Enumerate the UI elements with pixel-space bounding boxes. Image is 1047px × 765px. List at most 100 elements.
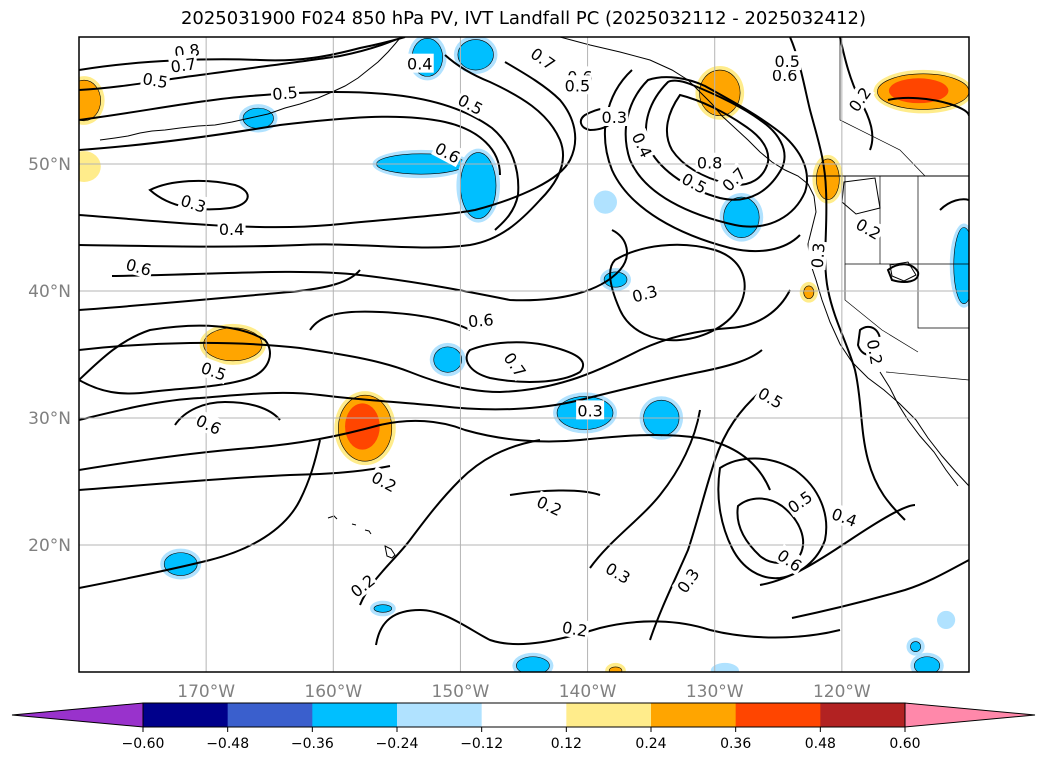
contour-label-layer: 0.80.70.50.50.40.70.60.50.50.60.30.40.80… xyxy=(122,39,888,641)
contour-line xyxy=(174,400,281,426)
axis-tick-labels: 20°N 30°N 40°N 50°N 170°W 160°W 150°W 140°W 130°… xyxy=(28,155,871,702)
contour-line xyxy=(886,263,920,283)
contour-label-text: 0.2 xyxy=(561,618,589,641)
contour-label: 0.7 xyxy=(168,53,199,77)
colorbar-tick-label: −0.60 xyxy=(122,736,165,752)
shading-core xyxy=(910,641,921,652)
colorbar-bin xyxy=(735,703,821,727)
contour-label-text: 0.3 xyxy=(577,401,602,420)
contour-line xyxy=(624,76,808,228)
contour-line xyxy=(79,465,391,491)
contour-label: 0.5 xyxy=(270,81,300,104)
colorbar-bin xyxy=(397,703,483,727)
colorbar-bin xyxy=(651,703,737,727)
contour-label: 0.6 xyxy=(465,309,496,331)
shading-core xyxy=(608,666,623,672)
colorbar-over-triangle xyxy=(904,702,1036,728)
contour-label-text: 0.4 xyxy=(407,55,432,74)
contour-line xyxy=(309,310,471,331)
contour-line xyxy=(79,419,771,491)
contour-label-text: 0.5 xyxy=(141,69,169,92)
figure-title: 2025031900 F024 850 hPa PV, IVT Landfall… xyxy=(180,8,867,29)
contour-line xyxy=(887,96,969,117)
lake-outline-1 xyxy=(889,261,917,282)
contour-line xyxy=(791,559,969,619)
contour-line xyxy=(736,497,805,564)
lat-tick-label: 50°N xyxy=(28,155,71,175)
aleutian-coastline xyxy=(99,37,401,141)
shading-outer xyxy=(79,151,101,182)
contour-line xyxy=(79,269,361,311)
contour-label-text: 0.2 xyxy=(863,338,886,366)
lat-tick-label: 30°N xyxy=(28,409,71,429)
map-frame xyxy=(78,36,970,673)
shading-outer xyxy=(710,662,740,672)
colorbar: −0.60 −0.48 −0.36 −0.24 −0.12 0.12 0.24 0.36 0.4… xyxy=(11,702,1036,752)
contour-label: 0.5 xyxy=(563,75,592,95)
colorbar-bin xyxy=(312,703,398,727)
contour-line xyxy=(79,115,501,176)
hawaii-islands xyxy=(327,515,396,559)
contour-line xyxy=(717,457,828,580)
contour-label: 0.5 xyxy=(454,88,488,119)
shading-core xyxy=(723,196,760,238)
colorbar-tick-label: 0.12 xyxy=(551,736,582,752)
contour-line xyxy=(789,37,906,521)
colorbar-bin xyxy=(566,703,652,727)
contour-label-text: 0.8 xyxy=(697,154,722,173)
contour-line xyxy=(79,54,565,249)
contour-label: 0.3 xyxy=(576,400,605,420)
contour-line xyxy=(79,289,791,394)
lon-tick-label: 130°W xyxy=(686,682,744,702)
colorbar-bin xyxy=(820,703,906,727)
contour-line xyxy=(465,341,584,383)
contour-label: 0.2 xyxy=(863,336,888,368)
contour-line xyxy=(359,439,541,606)
mexico-border xyxy=(885,371,969,381)
shading-core xyxy=(457,39,494,71)
contour-line xyxy=(111,229,628,302)
colorbar-tick-label: −0.48 xyxy=(206,736,249,752)
contour-line xyxy=(939,198,969,211)
shading-core xyxy=(914,656,941,672)
colorbar-tick-label: 0.48 xyxy=(805,736,836,752)
colorbar-tick-label: −0.24 xyxy=(376,736,419,752)
lon-tick-label: 160°W xyxy=(304,682,362,702)
contour-label-text: 0.6 xyxy=(467,310,494,331)
contour-line xyxy=(79,324,271,395)
contour-line xyxy=(649,391,761,641)
contour-label: 0.3 xyxy=(600,107,629,127)
lat-tick-label: 20°N xyxy=(28,536,71,556)
shading-core xyxy=(816,158,840,200)
contour-label-text: 0.5 xyxy=(565,76,590,95)
colorbar-under-triangle xyxy=(11,702,144,728)
contour-label: 0.5 xyxy=(773,51,802,71)
contour-label: 0.4 xyxy=(217,218,246,239)
contour-label-text: 0.3 xyxy=(602,108,627,127)
colorbar-bin xyxy=(143,703,229,727)
shading-core xyxy=(433,346,463,373)
colorbar-tick-label: −0.36 xyxy=(291,736,334,752)
lon-tick-label: 140°W xyxy=(559,682,617,702)
colorbar-bin xyxy=(227,703,313,727)
colorbar-tick-label: 0.60 xyxy=(889,736,920,752)
contour-label: 0.8 xyxy=(695,152,724,173)
shading-core xyxy=(516,656,550,672)
contour-label-text: 0.5 xyxy=(272,83,299,104)
contour-label: 0.4 xyxy=(405,53,434,74)
contour-label: 0.2 xyxy=(532,490,567,520)
contour-label-text: 0.6 xyxy=(772,66,797,85)
contour-line xyxy=(79,439,321,589)
canada-border-west xyxy=(839,37,926,177)
contour-line xyxy=(79,37,406,71)
contour-line xyxy=(79,39,396,91)
lon-tick-label: 120°W xyxy=(813,682,871,702)
lat-tick-label: 40°N xyxy=(28,282,71,302)
contour-label: 0.2 xyxy=(559,616,591,641)
shading-core xyxy=(79,79,101,122)
shading-core xyxy=(953,227,969,304)
contour-label-text: 0.7 xyxy=(169,54,197,76)
shading-outer xyxy=(593,190,617,214)
contour-label-text: 0.5 xyxy=(774,52,799,71)
